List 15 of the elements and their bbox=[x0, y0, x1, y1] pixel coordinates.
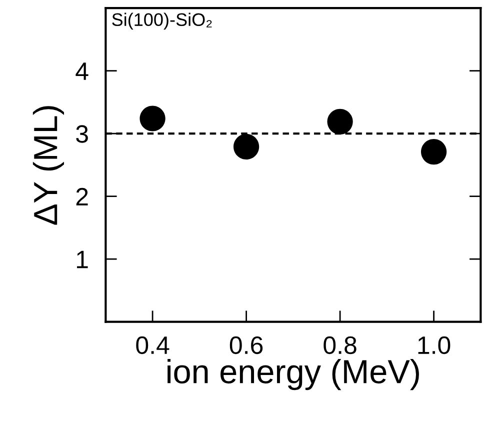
point bbox=[327, 108, 353, 134]
x-tick-label: 0.4 bbox=[136, 336, 170, 354]
y-tick-label: 2 bbox=[76, 188, 88, 206]
chart-title: Si(100)-SiO₂ bbox=[112, 12, 212, 30]
x-tick-label: 0.8 bbox=[324, 336, 356, 354]
y-tick-label: 1 bbox=[77, 250, 88, 268]
x-tick-label: 1.0 bbox=[418, 336, 450, 354]
y-tick-label: 4 bbox=[76, 62, 88, 80]
point bbox=[233, 134, 260, 160]
point bbox=[140, 106, 166, 132]
x-tick-label: 0.6 bbox=[230, 336, 263, 354]
point bbox=[420, 138, 447, 165]
y-axis-title: ΔY (ML) bbox=[32, 106, 64, 225]
y-tick-label: 3 bbox=[76, 125, 88, 143]
x-axis-title: ion energy (MeV) bbox=[168, 359, 419, 390]
